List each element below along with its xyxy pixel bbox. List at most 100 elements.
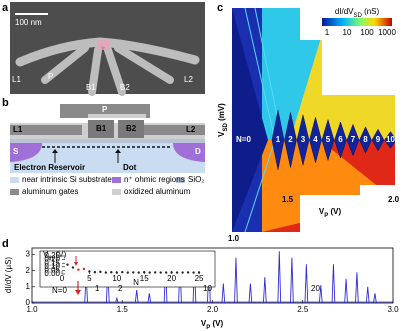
y-tick-label: 0.25 [44,251,60,260]
y-tick-label: 0.20 [44,255,60,264]
point [175,271,179,274]
peak [355,272,359,304]
y-tick-label: 1 [26,282,31,291]
diamond-label: 8 [363,135,368,144]
peak [365,286,370,304]
point [82,267,86,271]
x-axis-label-part: P [324,213,328,219]
peak [248,283,253,304]
y-axis-label-part: (mV) [217,103,226,123]
point [66,263,69,266]
panel-label: b [2,97,9,109]
diamond-label: 7 [351,135,356,144]
x-tick-label: 1.5 [282,195,294,204]
x-axis-label-part: (V) [210,319,223,328]
y-axis-label-part: SD [223,122,229,131]
coulomb-diamond [346,123,360,157]
point [197,271,201,274]
gate-label: B2 [126,124,137,133]
legend-label: SiO₂ [188,175,204,184]
gate-label: P [48,72,53,81]
point [170,271,173,274]
inset-frame [39,250,216,288]
colorbar-tick: 10 [343,28,352,37]
colorbar-label-part: SD [354,13,363,19]
point [77,268,80,271]
coulomb-diamond [384,131,395,149]
point [110,271,113,274]
coulomb-diamond [296,114,310,166]
point [153,271,157,274]
y-tick-label: 0.15 [44,258,60,267]
y-tick-label: 0.00 [44,269,60,278]
point [181,271,184,274]
inset-arrow-head [74,262,78,266]
x-axis-label-part: V [201,319,207,328]
diamond-label: 3 [301,135,306,144]
coulomb-diamond [271,109,285,171]
x-tick-label: 1.5 [117,305,129,314]
diamond-label: 9 [376,135,381,144]
point [126,271,129,274]
sem-image [10,2,205,96]
y-tick-label: 0 [26,298,31,307]
gate-label: B2 [120,83,130,92]
point [93,271,97,274]
annotation: 2 [118,284,123,293]
peak [115,296,119,304]
y-tick-label: 0.10 [44,262,60,271]
arrow-head [75,290,81,295]
gate-label: L2 [184,75,193,84]
coulomb-diamond [334,121,347,159]
peak [344,278,348,304]
coulomb-diamond [371,128,385,152]
y-axis-label-part: V [217,131,226,137]
annotation: 1 [95,284,100,293]
point [88,270,91,273]
colorbar-tick: 1000 [378,28,396,37]
x-axis-label: VP (V) [319,207,342,218]
annotation: N=0 [52,286,67,295]
inset: 0 5 10 15 20 25 0.000.050.100.150.200.25 [44,251,204,283]
diamond-label: 6 [338,135,343,144]
annotation: 10 [203,284,212,293]
device-schematic [10,104,205,195]
colorbar-label: dI/dVSD (nS) [335,7,380,18]
colorbar-label-part: dI/dV [335,7,354,16]
y-axis-label: VSD (mV) [217,103,228,137]
point [192,271,195,274]
x-tick-label: 2.0 [388,195,400,204]
legend-label: near intrinsic Si substrate [22,175,112,184]
x-tick-label: 2.5 [297,305,309,314]
point [99,270,102,274]
colormap [232,8,395,232]
x-axis-label: VP (V) [201,319,224,330]
peak [290,257,294,304]
y-axis-label-part: V [43,250,49,259]
panel-label: a [2,2,9,14]
coulomb-diamond [321,118,335,162]
point [148,271,151,274]
coulomb-diamond [309,116,322,164]
colorbar-tick: 1 [325,28,330,37]
point [137,271,140,274]
diamond-label: 5 [326,135,331,144]
y-axis-label-part: (V) [53,250,66,259]
scale-label: 100 nm [15,18,42,27]
gate-label: P [102,105,108,114]
n0-label: N=0 [236,135,251,144]
x-tick-label: 3.0 [387,305,399,314]
gate-label: L1 [12,75,21,84]
y-axis-label: Vth (V) [43,250,67,261]
point [164,271,168,274]
diamond-label: 4 [313,135,318,144]
peak [318,285,323,304]
contact-label: S [13,147,19,156]
y-axis-label-part: th [48,256,53,262]
x-tick-label: 10 [112,274,121,283]
gate-label: L1 [13,125,23,134]
reservoir-label: Electron Reservoir [14,163,85,172]
peak [304,264,309,304]
legend-label: n⁺ ohmic regions [124,175,185,184]
